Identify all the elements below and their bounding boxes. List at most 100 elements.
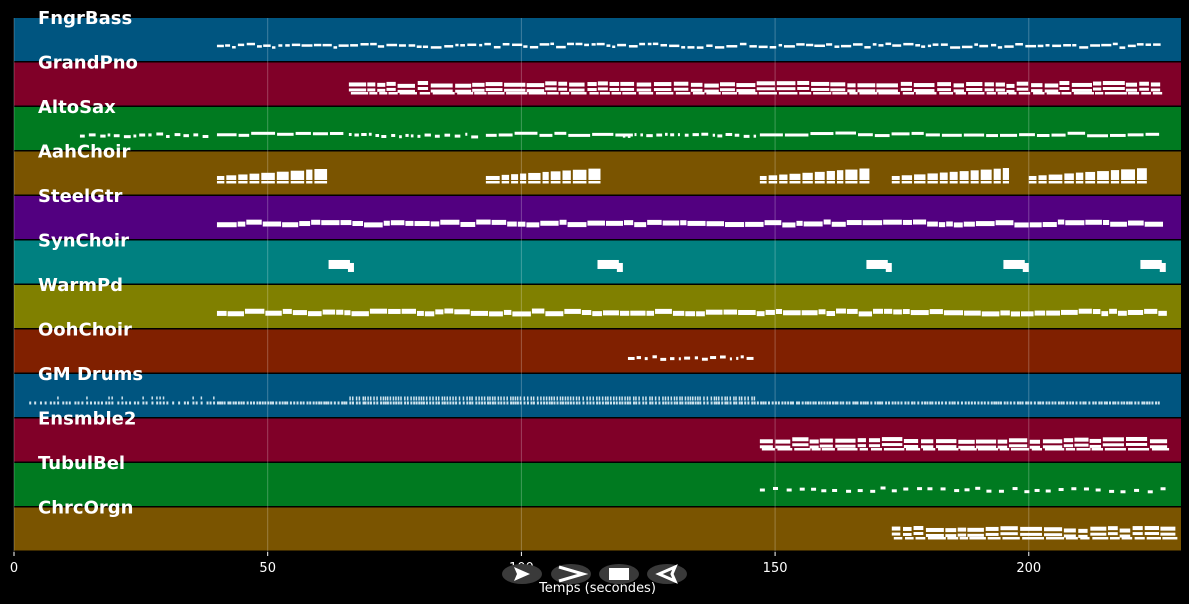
- note: [159, 401, 162, 405]
- note-segment: [216, 308, 1167, 317]
- note: [975, 221, 995, 227]
- note: [1125, 88, 1138, 92]
- note: [234, 401, 237, 405]
- note: [251, 131, 276, 135]
- note: [764, 401, 767, 405]
- note: [758, 91, 777, 95]
- track-band[interactable]: [14, 62, 1181, 106]
- note: [1065, 536, 1078, 540]
- note: [213, 401, 216, 405]
- note: [1044, 447, 1065, 451]
- note: [361, 133, 367, 137]
- track-band[interactable]: [14, 18, 1181, 61]
- note: [183, 134, 189, 138]
- note: [759, 488, 765, 492]
- note: [559, 219, 567, 225]
- note: [733, 396, 735, 401]
- note-segment: [759, 168, 870, 184]
- note: [1114, 401, 1117, 405]
- note: [1141, 401, 1144, 405]
- note: [987, 536, 1001, 540]
- track-band[interactable]: [14, 374, 1181, 417]
- note: [348, 88, 367, 92]
- note: [758, 45, 768, 49]
- grid-layer: [13, 18, 1030, 552]
- note: [777, 447, 793, 451]
- note: [1057, 219, 1065, 225]
- note: [381, 135, 387, 139]
- note: [1042, 445, 1063, 449]
- track-band[interactable]: [14, 463, 1181, 506]
- note: [582, 401, 585, 405]
- note: [966, 88, 983, 92]
- note: [249, 180, 260, 184]
- note: [811, 487, 817, 491]
- note: [775, 308, 783, 314]
- note: [946, 221, 953, 227]
- note: [1119, 46, 1126, 49]
- note: [1034, 310, 1046, 316]
- note: [1046, 91, 1061, 95]
- note: [429, 396, 431, 401]
- note: [925, 533, 944, 537]
- note: [961, 45, 973, 49]
- note: [88, 133, 96, 137]
- note: [1024, 490, 1030, 494]
- note: [642, 396, 644, 401]
- note: [859, 180, 870, 184]
- note: [380, 396, 382, 401]
- play-button[interactable]: [502, 564, 542, 584]
- stop-button[interactable]: [599, 564, 639, 584]
- note: [819, 444, 833, 448]
- note: [322, 309, 336, 315]
- note: [900, 87, 913, 91]
- note: [1084, 401, 1087, 405]
- note: [545, 401, 548, 405]
- note: [706, 91, 721, 95]
- note: [840, 44, 852, 48]
- track-band[interactable]: [14, 196, 1181, 239]
- note: [1019, 133, 1035, 137]
- track-band[interactable]: [14, 329, 1181, 373]
- note: [604, 396, 607, 401]
- note: [756, 81, 775, 86]
- note: [680, 220, 687, 226]
- note: [778, 91, 798, 95]
- note: [684, 133, 689, 137]
- x-tick-label: 200: [1016, 561, 1041, 576]
- note: [1134, 536, 1145, 540]
- note: [65, 401, 68, 405]
- note: [1062, 401, 1065, 405]
- note: [399, 135, 402, 139]
- note: [252, 401, 255, 405]
- note: [652, 355, 657, 359]
- note: [547, 91, 559, 95]
- note: [607, 396, 609, 401]
- note: [955, 91, 966, 95]
- note: [321, 220, 340, 226]
- note: [1158, 310, 1167, 316]
- note: [856, 401, 859, 405]
- note: [789, 173, 801, 180]
- rewind-button[interactable]: [647, 564, 687, 584]
- note: [489, 401, 492, 405]
- note: [386, 43, 398, 47]
- chevron-right-icon: [558, 565, 589, 583]
- note: [151, 401, 154, 405]
- note: [864, 46, 871, 49]
- track-band[interactable]: [14, 285, 1181, 328]
- note: [691, 401, 694, 405]
- note: [285, 44, 290, 47]
- note: [1132, 526, 1143, 531]
- note: [435, 396, 437, 401]
- forward-button[interactable]: [551, 564, 591, 584]
- note: [550, 42, 555, 46]
- note: [530, 396, 533, 401]
- note: [857, 83, 876, 88]
- note: [893, 309, 902, 315]
- note: [967, 401, 970, 405]
- note: [430, 46, 442, 49]
- track-name: FngrBass: [38, 8, 132, 29]
- track-band[interactable]: [14, 107, 1181, 150]
- note: [891, 175, 900, 180]
